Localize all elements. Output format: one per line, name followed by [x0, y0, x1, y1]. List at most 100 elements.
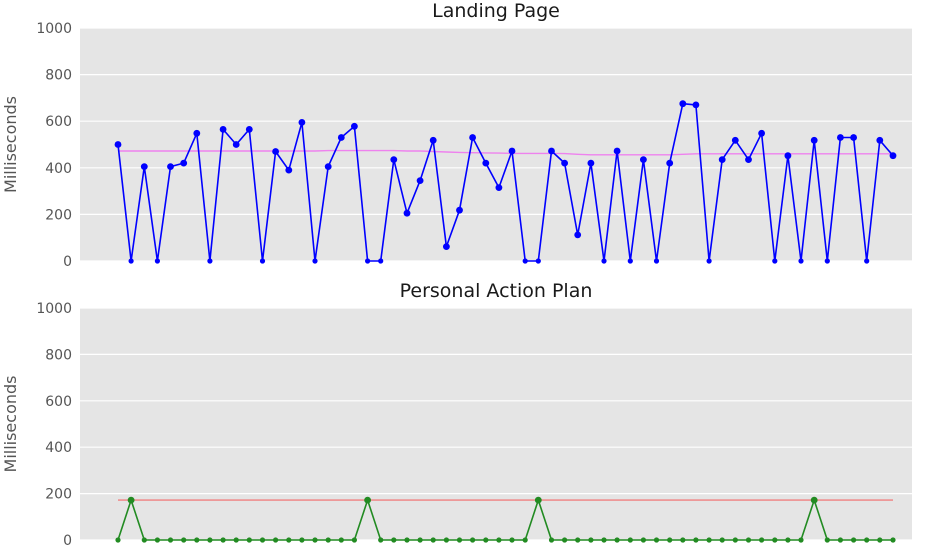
- personal-action-plan-chart: 0 200 400 600 800 1000 Personal Action Plan M…: [1, 280, 912, 549]
- data-point: [890, 537, 896, 543]
- data-point: [141, 537, 147, 543]
- data-point: [810, 136, 818, 144]
- data-point: [561, 159, 568, 167]
- y-tick-labels: 0 200 400 600 800 1000: [36, 21, 72, 270]
- y-tick-labels: 0 200 400 600 800 1000: [36, 301, 72, 549]
- data-point: [667, 537, 673, 543]
- data-point: [548, 537, 555, 543]
- y-tick-label: 1000: [36, 21, 72, 37]
- data-point: [810, 496, 818, 504]
- data-point: [114, 141, 122, 148]
- data-point: [798, 258, 804, 264]
- data-point: [627, 258, 633, 264]
- data-point: [232, 141, 240, 148]
- data-point: [889, 152, 897, 160]
- data-point: [207, 537, 213, 543]
- data-point: [193, 129, 201, 137]
- data-point: [312, 258, 318, 264]
- data-point: [718, 156, 726, 164]
- data-point: [417, 537, 423, 543]
- plot-area: [80, 308, 912, 540]
- y-axis-label: Milliseconds: [1, 96, 20, 193]
- data-point: [128, 258, 134, 264]
- data-point: [404, 537, 410, 543]
- data-point: [534, 496, 542, 504]
- y-tick-label: 0: [63, 533, 72, 549]
- y-tick-label: 400: [45, 161, 72, 177]
- data-point: [640, 537, 647, 543]
- data-point: [824, 537, 830, 543]
- data-point: [167, 163, 174, 171]
- y-tick-label: 1000: [36, 301, 72, 317]
- data-point: [443, 537, 449, 543]
- y-tick-label: 400: [45, 440, 72, 456]
- data-point: [758, 129, 765, 137]
- data-point: [850, 134, 857, 141]
- data-point: [706, 258, 712, 264]
- data-point: [731, 136, 739, 144]
- data-point: [837, 134, 844, 141]
- data-point: [272, 148, 279, 155]
- data-point: [574, 231, 582, 239]
- data-point: [876, 136, 884, 144]
- data-point: [745, 537, 752, 543]
- y-tick-label: 0: [63, 254, 72, 270]
- data-point: [429, 136, 437, 144]
- series-group: [114, 100, 897, 264]
- plot-area: [80, 28, 912, 261]
- data-point: [154, 258, 160, 264]
- data-point: [430, 537, 436, 543]
- data-point: [772, 537, 778, 543]
- data-point: [273, 537, 279, 543]
- data-point: [483, 537, 489, 543]
- data-point: [456, 206, 463, 214]
- data-point: [207, 258, 213, 264]
- data-point: [233, 537, 239, 543]
- data-point: [219, 125, 227, 133]
- data-point: [798, 537, 804, 543]
- data-point: [443, 243, 450, 251]
- data-point: [627, 537, 633, 543]
- data-point: [259, 258, 266, 264]
- data-point: [772, 258, 778, 264]
- y-tick-label: 600: [45, 394, 72, 410]
- data-point: [666, 159, 674, 167]
- data-point: [194, 537, 200, 543]
- data-point: [312, 537, 318, 543]
- data-point: [745, 156, 752, 164]
- data-point: [759, 537, 765, 543]
- data-point: [285, 166, 293, 174]
- data-point: [259, 537, 266, 543]
- data-point: [154, 537, 160, 543]
- y-tick-label: 800: [45, 68, 72, 84]
- data-point: [509, 537, 515, 543]
- landing-page-chart: 0 200 400 600 800 1000 Landing Page Milliseco…: [1, 0, 912, 270]
- data-point: [456, 537, 463, 543]
- data-point: [535, 258, 541, 264]
- data-point: [692, 101, 700, 109]
- data-point: [324, 163, 332, 171]
- data-point: [167, 537, 174, 543]
- data-point: [298, 119, 306, 126]
- data-point: [640, 156, 647, 164]
- data-point: [286, 537, 292, 543]
- data-point: [837, 537, 844, 543]
- data-point: [719, 537, 725, 543]
- data-point: [679, 100, 687, 108]
- data-point: [180, 159, 188, 167]
- data-point: [496, 537, 502, 543]
- data-point: [508, 147, 516, 155]
- data-point: [877, 537, 883, 543]
- data-point: [351, 537, 357, 543]
- data-point: [351, 122, 358, 130]
- data-point: [693, 537, 699, 543]
- data-point: [613, 147, 621, 155]
- y-tick-label: 200: [45, 207, 72, 223]
- data-point: [587, 159, 595, 167]
- data-point: [680, 537, 686, 543]
- y-axis-label: Milliseconds: [1, 376, 20, 473]
- data-point: [299, 537, 305, 543]
- data-point: [785, 537, 791, 543]
- data-point: [562, 537, 568, 543]
